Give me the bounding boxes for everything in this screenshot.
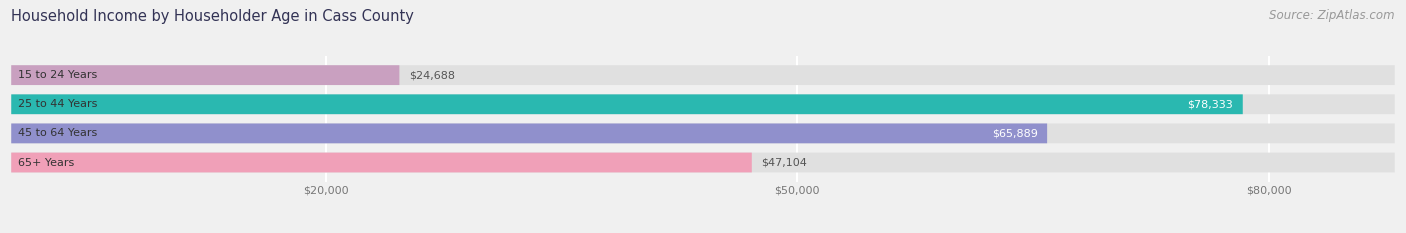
- Text: 45 to 64 Years: 45 to 64 Years: [17, 128, 97, 138]
- Text: $65,889: $65,889: [991, 128, 1038, 138]
- Text: 65+ Years: 65+ Years: [17, 158, 73, 168]
- Text: 15 to 24 Years: 15 to 24 Years: [17, 70, 97, 80]
- Text: $47,104: $47,104: [761, 158, 807, 168]
- FancyBboxPatch shape: [11, 94, 1395, 114]
- FancyBboxPatch shape: [11, 153, 752, 172]
- FancyBboxPatch shape: [11, 123, 1047, 143]
- FancyBboxPatch shape: [11, 123, 1395, 143]
- FancyBboxPatch shape: [11, 65, 399, 85]
- FancyBboxPatch shape: [11, 94, 1243, 114]
- Text: 25 to 44 Years: 25 to 44 Years: [17, 99, 97, 109]
- Text: $24,688: $24,688: [409, 70, 454, 80]
- FancyBboxPatch shape: [11, 65, 1395, 85]
- Text: Source: ZipAtlas.com: Source: ZipAtlas.com: [1270, 9, 1395, 22]
- FancyBboxPatch shape: [11, 153, 1395, 172]
- Text: $78,333: $78,333: [1188, 99, 1233, 109]
- Text: Household Income by Householder Age in Cass County: Household Income by Householder Age in C…: [11, 9, 415, 24]
